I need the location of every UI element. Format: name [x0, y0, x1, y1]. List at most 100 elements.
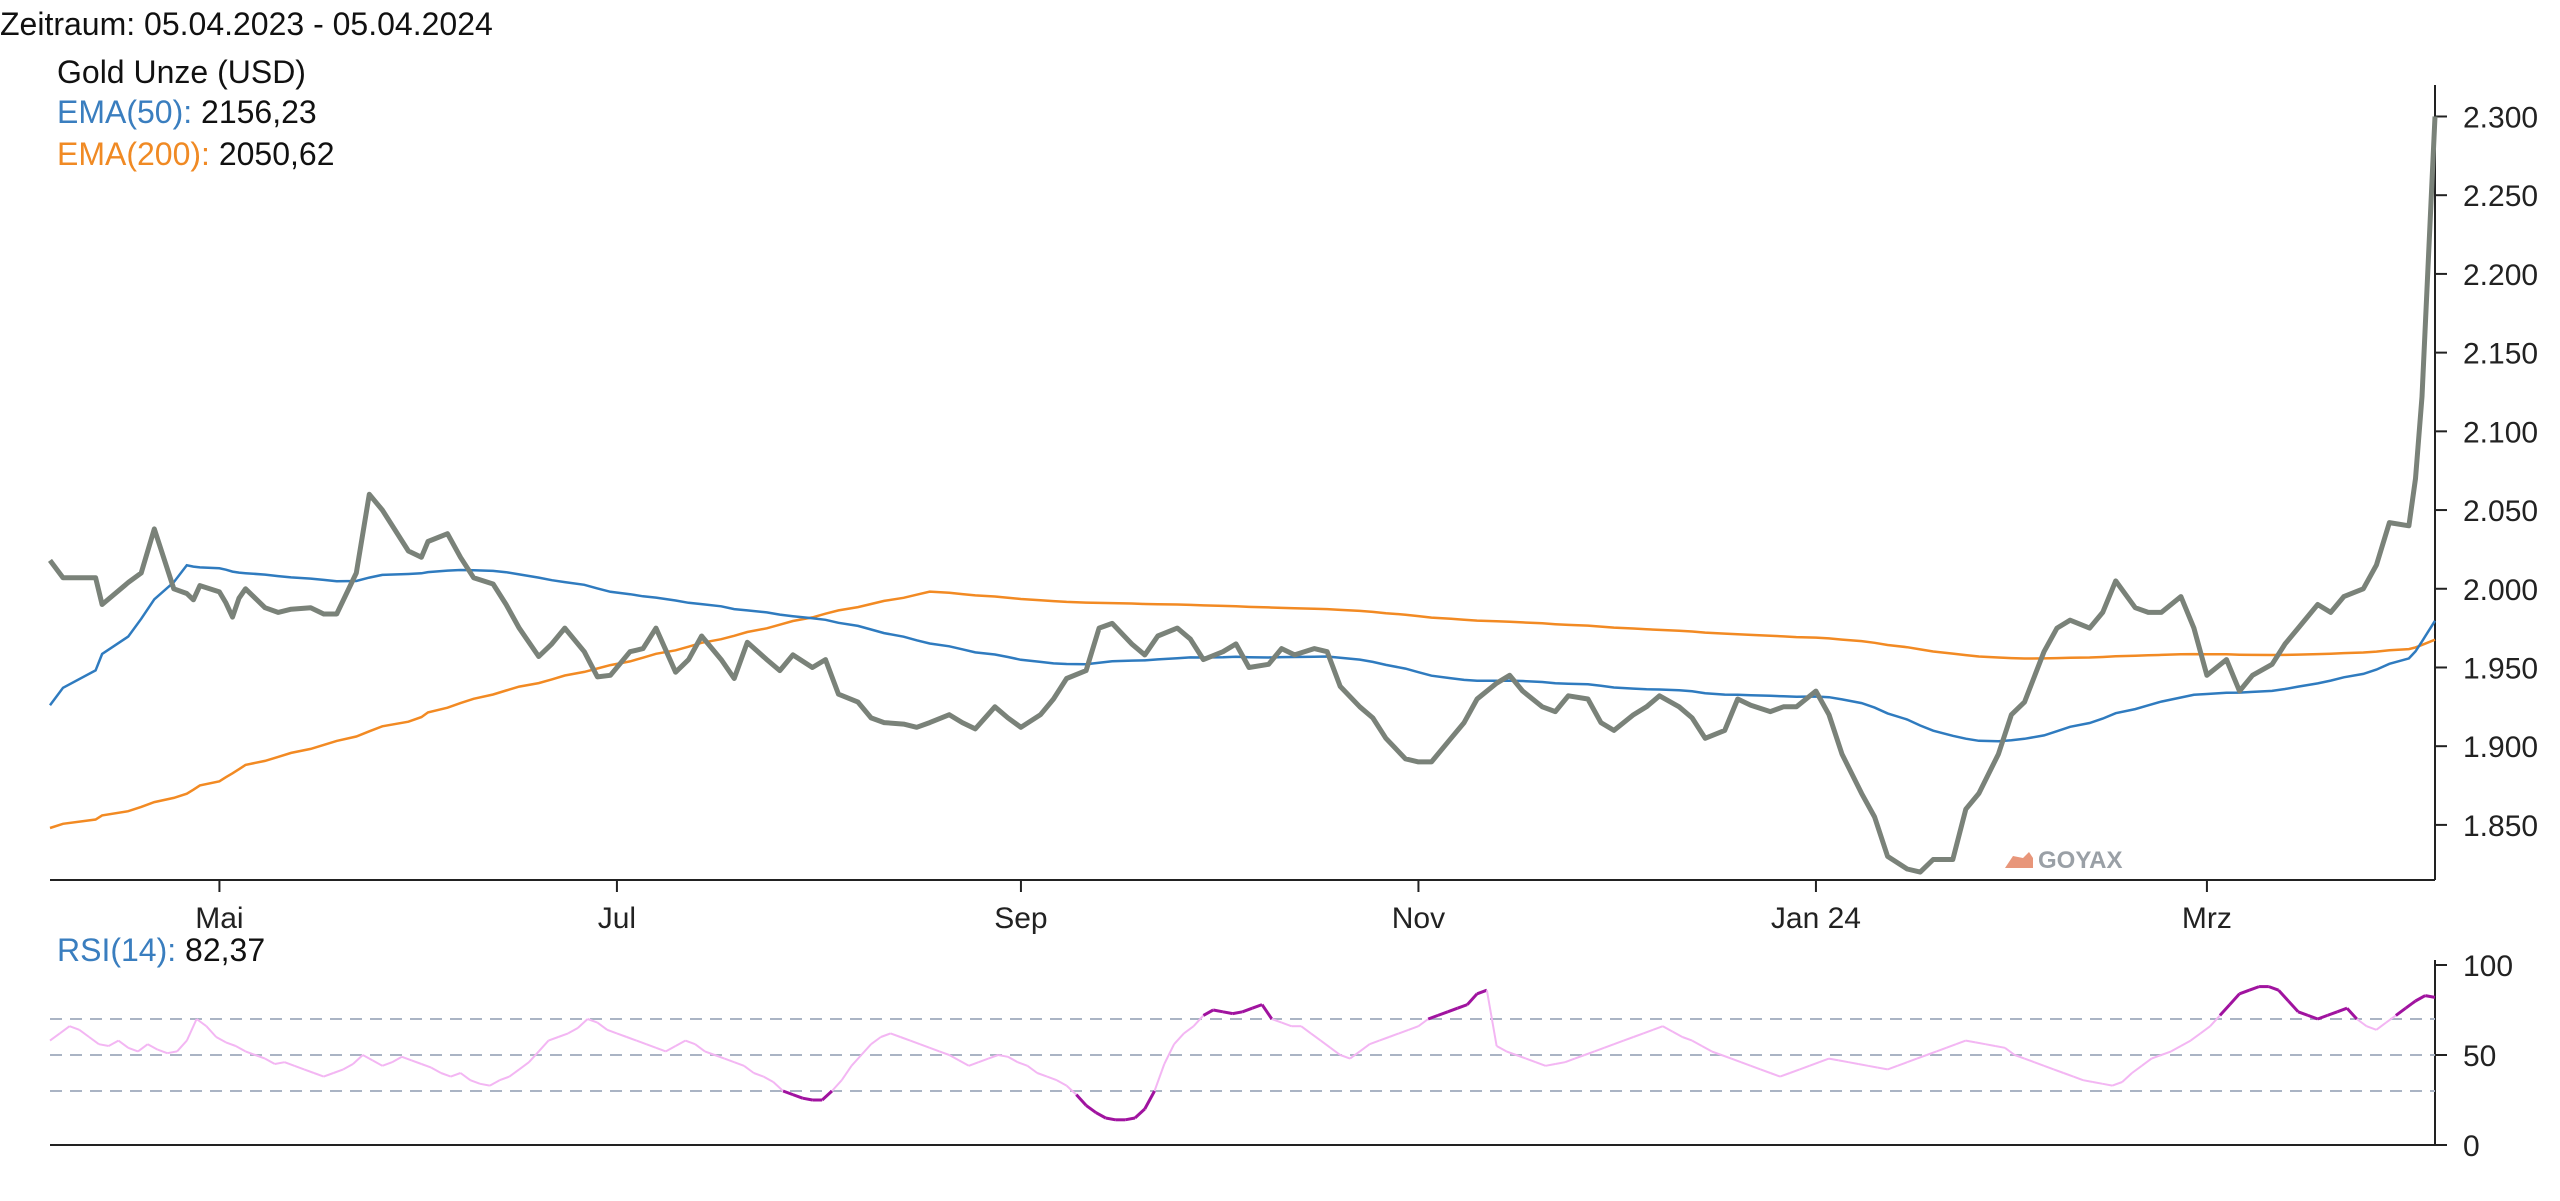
rsi-segment [2395, 1006, 2407, 1017]
rsi-segment [733, 1061, 745, 1067]
rsi-segment [724, 1057, 735, 1064]
rsi-segment [2131, 1064, 2143, 1074]
rsi-segment [2033, 1061, 2045, 1067]
rsi-segment [685, 1039, 696, 1046]
rsi-segment [1994, 1045, 2006, 1049]
y-tick-label: 1.900 [2463, 731, 2538, 764]
rsi-segment [1496, 1045, 1507, 1053]
rsi-segment [421, 1063, 432, 1069]
rsi-segment [694, 1043, 706, 1053]
rsi-segment [948, 1054, 960, 1062]
x-tick-label: Jan 24 [1771, 902, 1861, 935]
rsi-segment [1056, 1079, 1068, 1087]
rsi-segment [1408, 1025, 1419, 1031]
rsi-segment [205, 1025, 217, 1038]
rsi-segment [391, 1055, 403, 1064]
y-tick-label: 1.950 [2463, 652, 2538, 685]
rsi-segment [840, 1065, 853, 1081]
period-label: Zeitraum: 05.04.2023 - 05.04.2024 [0, 6, 493, 42]
legend-ema50: EMA(50): 2156,23 [57, 94, 317, 131]
rsi-segment [606, 1028, 618, 1035]
rsi-segment [489, 1079, 501, 1087]
rsi-segment [587, 1018, 598, 1024]
rsi-series [49, 985, 2436, 1122]
rsi-segment [274, 1061, 285, 1065]
rsi-segment [645, 1043, 657, 1049]
rsi-segment [127, 1046, 139, 1053]
legend-ema200-label: EMA(200): [57, 136, 210, 172]
rsi-segment [1095, 1111, 1107, 1120]
rsi-segment [909, 1039, 921, 1046]
rsi-segment [1858, 1063, 1869, 1067]
rsi-segment [1427, 1013, 1439, 1021]
rsi-segment [1691, 1039, 1703, 1047]
rsi-segment [1848, 1061, 1859, 1065]
rsi-segment [665, 1045, 677, 1053]
rsi-segment [2297, 1010, 2309, 1017]
rsi-segment [1809, 1061, 1820, 1067]
rsi-segment [518, 1061, 530, 1071]
x-tick-label: Sep [994, 902, 1047, 935]
rsi-segment [147, 1043, 159, 1051]
legend-ema50-value: 2156,23 [201, 94, 317, 130]
legend-ema200-value: 2050,62 [218, 136, 335, 172]
rsi-segment [2414, 994, 2426, 1003]
rsi-segment [1740, 1061, 1752, 1067]
rsi-segment [2218, 1003, 2231, 1017]
y-tick-label: 2.050 [2463, 495, 2538, 528]
rsi-segment [1251, 1003, 1263, 1010]
rsi-segment [528, 1050, 540, 1063]
rsi-segment [2248, 985, 2260, 992]
rsi-segment [772, 1081, 784, 1092]
rsi-segment [1281, 1021, 1292, 1028]
rsi-segment [2024, 1057, 2035, 1064]
rsi-segment [1525, 1057, 1537, 1064]
rsi-segment [225, 1041, 237, 1047]
rsi-segment [1515, 1054, 1527, 1060]
rsi-segment [1173, 1032, 1185, 1045]
rsi-segment [1320, 1039, 1332, 1049]
rsi-segment [2268, 985, 2280, 992]
rsi-segment [2424, 994, 2436, 999]
rsi-segment [1506, 1050, 1517, 1056]
rsi-segment [1945, 1043, 1957, 1049]
rsi-segment [294, 1064, 305, 1071]
rsi-segment [2199, 1025, 2211, 1035]
rsi-segment [1417, 1018, 1429, 1028]
rsi-axes [50, 960, 2436, 1146]
rsi-segment [1007, 1055, 1019, 1064]
rsi-segment [1339, 1054, 1351, 1060]
rsi-segment [743, 1064, 755, 1074]
rsi-segment [1163, 1043, 1175, 1065]
rsi-segment [1672, 1030, 1683, 1038]
rsi-segment [1457, 1003, 1468, 1010]
rsi-segment [1026, 1064, 1038, 1074]
rsi-segment [939, 1050, 950, 1056]
price-line [48, 116, 2438, 875]
rsi-segment [1369, 1039, 1380, 1046]
rsi-segment [362, 1054, 374, 1062]
rsi-segment [1105, 1116, 1116, 1122]
rsi-segment [2356, 1018, 2368, 1028]
rsi-segment [548, 1036, 559, 1042]
rsi-segment [2345, 1007, 2358, 1021]
rsi-segment [655, 1046, 667, 1053]
legend-rsi-value: 82,37 [185, 932, 266, 968]
rsi-segment [1887, 1064, 1898, 1071]
rsi-segment [1730, 1057, 1742, 1064]
rsi-segment [430, 1066, 442, 1074]
rsi-segment [1222, 1010, 1233, 1016]
rsi-segment [792, 1093, 804, 1100]
rsi-segment [1359, 1043, 1371, 1053]
y-ticks: 1.850 1.900 1.950 2.000 2.050 2.100 2.150 2.200… [2435, 101, 2538, 843]
y-tick-label: 2.300 [2463, 101, 2538, 134]
bull-icon [2005, 852, 2033, 868]
rsi-segment [1202, 1008, 1214, 1017]
rsi-segment [1965, 1039, 1976, 1044]
main-axes [50, 85, 2436, 881]
rsi-segment [753, 1072, 764, 1078]
rsi-segment [2277, 989, 2290, 1003]
rsi-segment [1476, 988, 1488, 996]
rsi-segment [557, 1032, 569, 1038]
rsi-segment [469, 1079, 481, 1085]
